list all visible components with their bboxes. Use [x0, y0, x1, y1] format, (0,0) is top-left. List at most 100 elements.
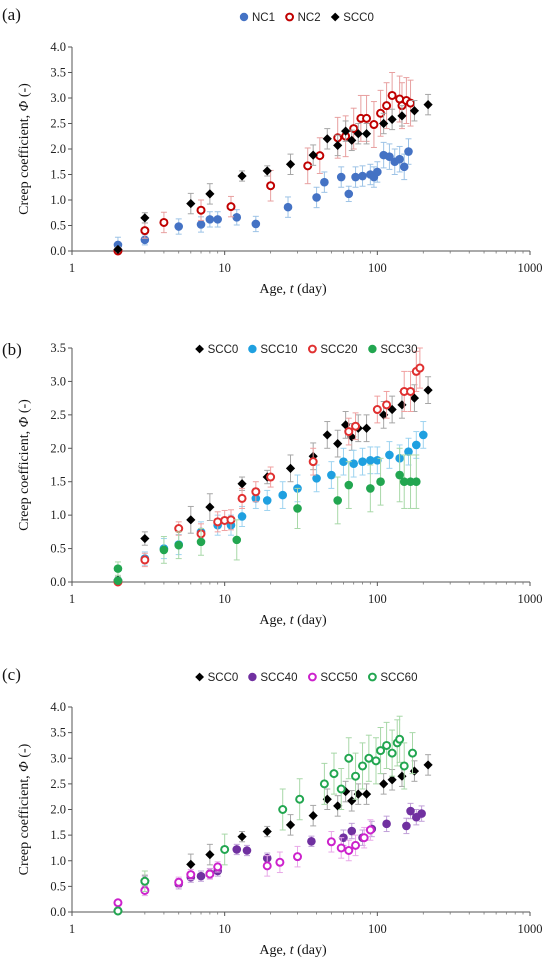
data-point [312, 193, 321, 202]
data-point [364, 753, 374, 763]
data-point [113, 244, 123, 255]
legend-marker [368, 344, 377, 354]
data-point [242, 846, 252, 855]
y-tick-label: 3.0 [50, 374, 66, 388]
data-point [186, 515, 196, 525]
data-point [196, 537, 206, 547]
y-tick-label: 3.5 [50, 66, 66, 80]
data-point [322, 794, 332, 804]
y-tick-label: 4.0 [50, 700, 66, 714]
data-point [409, 393, 420, 403]
data-point [347, 432, 357, 442]
data-point [213, 517, 223, 527]
data-point [358, 171, 367, 181]
data-point [262, 826, 272, 837]
series-scc50 [113, 819, 375, 908]
data-point [362, 113, 372, 123]
series-scc30 [113, 447, 421, 585]
data-point [349, 124, 359, 134]
data-point [351, 172, 360, 182]
legend-label: NC2 [298, 12, 321, 24]
data-point [333, 801, 343, 811]
y-tick-label: 3.0 [50, 91, 66, 105]
data-point [333, 496, 342, 505]
x-axis-label: Age, t (day) [259, 943, 327, 958]
x-tick-label: 100 [368, 592, 387, 606]
data-point [402, 821, 411, 831]
y-tick-label: 4.0 [50, 40, 66, 54]
y-tick-label: 1.5 [50, 475, 66, 489]
data-point [382, 819, 391, 829]
data-point [344, 427, 354, 437]
data-point [237, 493, 247, 503]
data-point [140, 226, 150, 236]
data-point [327, 470, 336, 480]
chart-panel-3: (c) 0.0 0.5 1.0 1.5 2.0 2.5 3.0 3.5 4.0 1 10 100 1000… [2, 665, 543, 958]
y-tick-label: 0.0 [50, 575, 66, 589]
y-axis-label: Creep coefficient, Φ (-) [17, 743, 32, 875]
data-point [353, 789, 363, 799]
data-point [408, 748, 418, 758]
series-nc1 [113, 138, 413, 252]
data-point [415, 363, 425, 373]
legend-label: SCC20 [320, 344, 357, 356]
data-point [319, 779, 329, 789]
data-point [237, 479, 247, 489]
data-point [232, 845, 242, 854]
data-point [358, 761, 368, 771]
legend-marker [368, 672, 377, 682]
data-point [365, 825, 375, 835]
data-point [329, 769, 339, 779]
data-point [399, 761, 409, 771]
y-tick-label: 3.5 [50, 341, 66, 355]
data-point [361, 423, 372, 433]
y-axis-label: Creep coefficient, Φ (-) [17, 399, 32, 531]
data-point [382, 101, 392, 111]
legend-marker [308, 344, 317, 354]
data-point [174, 877, 184, 887]
chart-panel-1: (a) 0.0 0.5 1.0 1.5 2.0 2.5 3.0 3.5 4.0 1 10 100 1000… [2, 5, 543, 297]
y-tick-label: 1.0 [50, 508, 66, 522]
data-point [196, 871, 206, 881]
data-point [315, 151, 325, 161]
legend-label: SCC10 [260, 344, 297, 356]
data-point [376, 746, 386, 756]
data-point [359, 833, 369, 843]
data-point [174, 540, 184, 550]
data-point [385, 450, 394, 460]
x-tick-label: 1000 [518, 592, 543, 606]
data-point [140, 235, 150, 245]
y-tick-label: 1.0 [50, 193, 66, 207]
data-point [395, 154, 404, 164]
data-point [361, 129, 372, 139]
y-tick-label: 0.5 [50, 219, 66, 233]
data-point [418, 430, 428, 440]
data-point [333, 439, 343, 449]
data-point [397, 400, 407, 410]
data-point [379, 118, 389, 129]
x-tick-label: 100 [368, 261, 387, 275]
data-point [326, 837, 336, 847]
data-point [322, 430, 332, 440]
legend-label: SCC0 [208, 344, 239, 356]
data-point [358, 457, 367, 466]
data-point [423, 385, 433, 395]
data-point [353, 129, 363, 139]
y-tick-label: 0.0 [50, 905, 66, 919]
data-point [404, 447, 413, 456]
data-point [285, 159, 296, 169]
legend-label: SCC50 [320, 672, 357, 684]
legend-marker [308, 672, 317, 682]
legend-marker [239, 12, 249, 22]
data-point [196, 220, 206, 229]
data-point [349, 459, 358, 468]
data-point [382, 740, 392, 750]
y-tick-label: 2.0 [50, 142, 66, 156]
y-tick-label: 0.5 [50, 879, 66, 893]
legend-marker [195, 672, 204, 682]
data-point [385, 152, 394, 161]
legend-marker [285, 12, 295, 22]
data-point [308, 457, 318, 467]
data-point [266, 472, 276, 482]
data-point [232, 213, 242, 222]
